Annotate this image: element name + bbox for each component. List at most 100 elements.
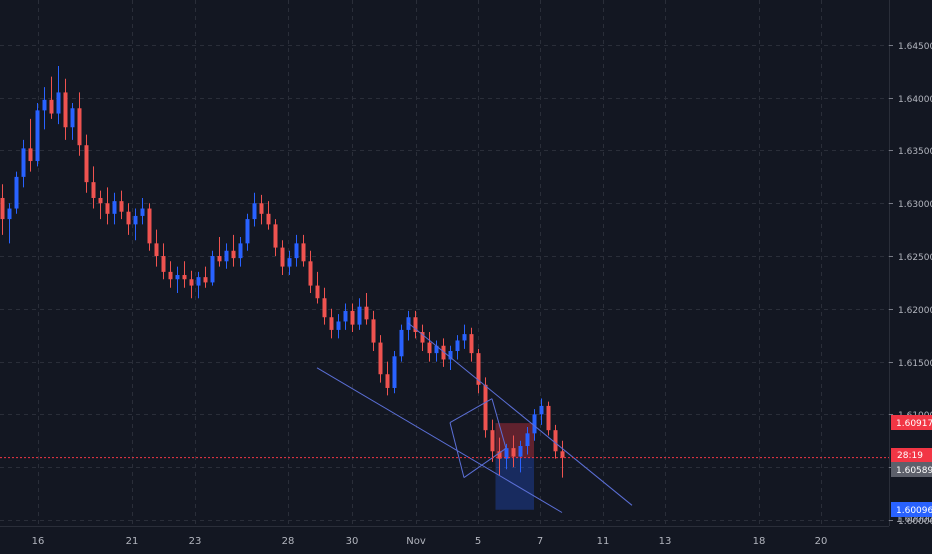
candle-body (21, 148, 26, 177)
candle-body (91, 182, 96, 198)
time-tick-label: 5 (475, 536, 481, 547)
candle-body (532, 414, 537, 434)
candle-body (273, 224, 278, 248)
candle-body (301, 243, 306, 262)
timer-badge (891, 448, 932, 462)
candle-body (105, 203, 110, 214)
candle-body (504, 448, 509, 459)
price-labels: 1.60000 1.60917 28:19 1.60589 1.60096 (891, 415, 932, 525)
price-tick-label: 1.62500 (898, 253, 932, 263)
candle-body (154, 243, 159, 257)
candle-body (63, 92, 68, 128)
price-tick-label: 1.63000 (898, 200, 932, 210)
time-tick-label: 13 (659, 536, 672, 547)
candle-body (252, 203, 257, 220)
time-axis[interactable]: 16 21 23 28 30 Nov 5 7 11 13 18 20 (32, 536, 828, 547)
candle-body (413, 317, 418, 333)
take-profit-zone (495, 457, 534, 510)
candle-body (329, 317, 334, 330)
flag-link-right (491, 398, 507, 449)
candle-body (525, 433, 530, 447)
candle-body (245, 219, 250, 244)
candle-body (77, 108, 82, 146)
candle-body (238, 243, 243, 259)
candle-body (294, 243, 299, 259)
trend-drawings[interactable] (0, 322, 889, 513)
candle-body (203, 277, 208, 283)
time-tick-label: 16 (32, 536, 45, 547)
current-price-badge (891, 462, 932, 477)
candle-body (539, 405, 544, 415)
time-tick-label: 20 (815, 536, 828, 547)
time-tick-label: 23 (189, 536, 202, 547)
candle-body (462, 334, 467, 341)
candle-body (266, 213, 271, 225)
candle-body (42, 99, 47, 111)
price-label-bottom-clip: 1.60000 (896, 515, 932, 525)
candle-body (455, 340, 460, 352)
candle-body (126, 211, 131, 225)
candle-body (196, 277, 201, 286)
candle-body (14, 176, 19, 209)
candle-body (497, 451, 502, 459)
candle-body (518, 446, 523, 457)
candle-body (161, 256, 166, 272)
candle-body (371, 319, 376, 343)
price-tick-label: 1.62000 (898, 306, 932, 316)
candle-body (315, 285, 320, 299)
time-tick-label: 11 (597, 536, 610, 547)
candle-body (7, 208, 12, 220)
candle-body (56, 92, 61, 114)
candle-body (350, 310, 355, 325)
candle-body (133, 215, 138, 225)
candle-body (553, 430, 558, 452)
falling-wedge-lower (316, 367, 563, 513)
target-price-badge (891, 502, 932, 517)
price-tick-label: 1.64000 (898, 95, 932, 105)
candle-body (546, 405, 551, 431)
flag-upper (449, 398, 493, 424)
candle-body (287, 258, 292, 267)
candle-body (392, 356, 397, 388)
candle-body (434, 345, 439, 354)
flag-lower (463, 447, 507, 478)
candle-body (399, 329, 404, 357)
candle-body (98, 197, 103, 204)
time-tick-label: Nov (406, 536, 426, 547)
time-tick-label: 18 (753, 536, 766, 547)
candle-body (28, 148, 33, 162)
price-tick-label: 1.61500 (898, 359, 932, 369)
candle-body (490, 430, 495, 452)
candle-body (35, 110, 40, 162)
flag-link-left (449, 422, 465, 478)
stop-price-label: 1.60917 (896, 419, 932, 429)
time-tick-label: 30 (346, 536, 359, 547)
candle-body (483, 384, 488, 431)
time-tick-label: 21 (126, 536, 139, 547)
candle-body (224, 250, 229, 262)
candle-body (441, 345, 446, 360)
candle-body (357, 306, 362, 325)
candle-body (308, 261, 313, 286)
timer-label: 28:19 (897, 451, 923, 461)
price-tick-label: 1.60000 (898, 517, 932, 527)
candle-body (210, 256, 215, 283)
candle-body (280, 247, 285, 267)
candle-body (476, 353, 481, 385)
falling-wedge-upper (407, 322, 633, 506)
candle-body (420, 332, 425, 343)
candle-body (182, 275, 187, 280)
candle-body (259, 203, 264, 214)
candle-body (147, 208, 152, 244)
candle-body (0, 197, 5, 220)
candle-body (322, 298, 327, 318)
candle-body (84, 145, 89, 183)
candle-body (448, 351, 453, 360)
candle-body (427, 342, 432, 354)
candle-body (49, 99, 54, 114)
candle-body (70, 108, 75, 128)
candle-body (469, 334, 474, 354)
candle-body (336, 321, 341, 330)
